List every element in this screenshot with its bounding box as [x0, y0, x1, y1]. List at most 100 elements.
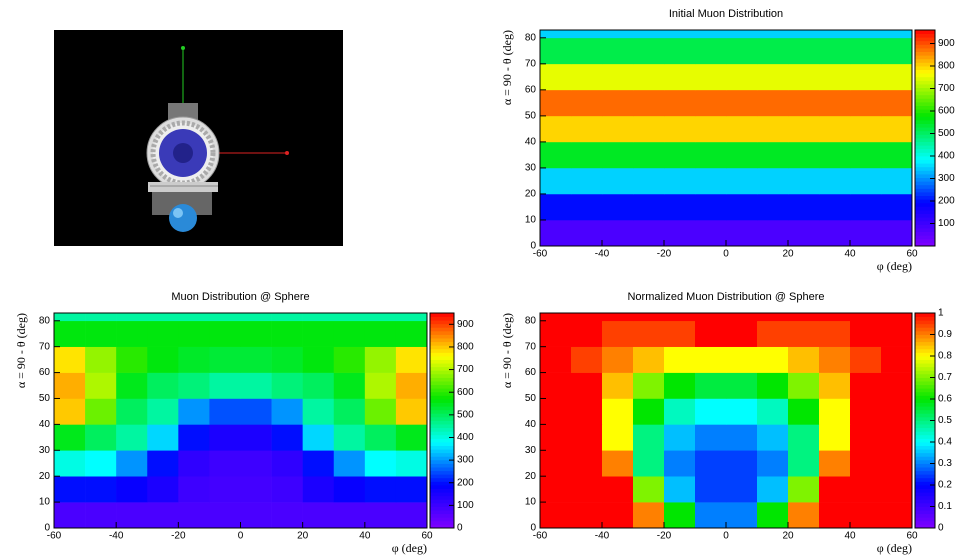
colorbar-step: [915, 44, 935, 48]
x-tick-label: 0: [723, 531, 729, 542]
colorbar-step: [915, 424, 935, 428]
y-tick-label: 60: [525, 84, 537, 95]
colorbar-tick-label: 500: [938, 128, 955, 139]
colorbar-step: [430, 374, 454, 378]
heatmap-cell: [850, 398, 881, 424]
x-tick-label: 40: [359, 531, 371, 542]
colorbar-step: [915, 138, 935, 142]
heatmap-cell: [241, 321, 272, 347]
heatmap-cell: [633, 347, 664, 373]
colorbar-step: [915, 489, 935, 493]
colorbar-step: [915, 210, 935, 214]
heatmap-cell: [664, 424, 695, 450]
x-tick-label: 40: [844, 531, 856, 542]
heatmap-cell: [54, 502, 85, 528]
heatmap-cell: [147, 424, 178, 450]
heatmap-cell: [633, 194, 664, 220]
heatmap-cell: [788, 220, 819, 246]
heatmap-cell: [633, 313, 664, 321]
colorbar-step: [915, 474, 935, 478]
colorbar-step: [430, 507, 454, 511]
y-tick-label: 70: [525, 341, 537, 352]
y-tick-label: 30: [39, 445, 51, 456]
heatmap-cell: [540, 30, 571, 38]
heatmap-cell: [819, 194, 850, 220]
x-tick-label: 20: [782, 249, 794, 260]
heatmap-cell: [85, 476, 116, 502]
heatmap-cell: [726, 38, 757, 64]
heatmap-cell: [819, 450, 850, 476]
colorbar-step: [915, 30, 935, 34]
colorbar-step: [915, 221, 935, 225]
colorbar-step: [430, 317, 454, 321]
heatmap-cell: [272, 424, 303, 450]
colorbar-step: [915, 431, 935, 435]
heatmap-cell: [540, 321, 571, 347]
heatmap-cell: [272, 476, 303, 502]
heatmap-cell: [788, 64, 819, 90]
colorbar-step: [915, 492, 935, 496]
colorbar-step: [915, 410, 935, 414]
y-tick-label: 20: [39, 471, 51, 482]
y-tick-label: 70: [525, 58, 537, 69]
heatmap-cell: [334, 398, 365, 424]
heatmap-cell: [602, 30, 633, 38]
heatmap-cell: [571, 424, 602, 450]
chart-title: Muon Distribution @ Sphere: [171, 291, 309, 303]
heatmap-cell: [334, 476, 365, 502]
colorbar-step: [430, 496, 454, 500]
heatmap-cell: [726, 476, 757, 502]
heatmap-cell: [178, 398, 209, 424]
colorbar-step: [915, 120, 935, 124]
heatmap-cell: [664, 347, 695, 373]
heatmap-cell: [209, 476, 240, 502]
y-tick-label: 70: [39, 341, 51, 352]
heatmap-cell: [272, 450, 303, 476]
y-tick-label: 80: [525, 315, 537, 326]
heatmap-cell: [633, 116, 664, 142]
colorbar-step: [915, 363, 935, 367]
colorbar-step: [915, 514, 935, 518]
heatmap-cell: [819, 220, 850, 246]
colorbar-step: [915, 192, 935, 196]
colorbar-tick-label: 600: [457, 387, 474, 398]
heatmap-cell: [540, 90, 571, 116]
heatmap-cell: [365, 424, 396, 450]
heatmap-cell: [209, 424, 240, 450]
colorbar-step: [430, 331, 454, 335]
heatmap-cell: [726, 64, 757, 90]
heatmap-cell: [209, 450, 240, 476]
heatmap-cell: [757, 116, 788, 142]
heatmap-cell: [695, 450, 726, 476]
heatmap-cell: [303, 450, 334, 476]
colorbar-tick-label: 700: [938, 83, 955, 94]
colorbar-step: [915, 496, 935, 500]
heatmap-cell: [540, 424, 571, 450]
x-tick-label: 20: [297, 531, 309, 542]
heatmap-cell: [54, 476, 85, 502]
colorbar-step: [915, 349, 935, 353]
heatmap-cell: [334, 424, 365, 450]
heatmap-cell: [726, 373, 757, 399]
heatmap-cell: [726, 502, 757, 528]
heatmap-cell: [726, 347, 757, 373]
heatmap-cell: [334, 502, 365, 528]
heatmap-cell: [850, 321, 881, 347]
colorbar-step: [915, 507, 935, 511]
colorbar-step: [915, 196, 935, 200]
heatmap-cell: [695, 313, 726, 321]
colorbar-tick-label: 0: [457, 523, 463, 534]
colorbar-step: [915, 124, 935, 128]
heatmap-cell: [633, 38, 664, 64]
colorbar-step: [915, 235, 935, 239]
heatmap-cell: [334, 373, 365, 399]
heatmap-cell: [602, 313, 633, 321]
heatmap-cell: [881, 168, 912, 194]
heatmap-cell: [850, 476, 881, 502]
colorbar-tick-label: 200: [938, 196, 955, 207]
heatmap-cell: [85, 321, 116, 347]
heatmap-cell: [85, 398, 116, 424]
heatmap-cell: [303, 424, 334, 450]
heatmap-cell: [819, 398, 850, 424]
heatmap-cell: [54, 398, 85, 424]
